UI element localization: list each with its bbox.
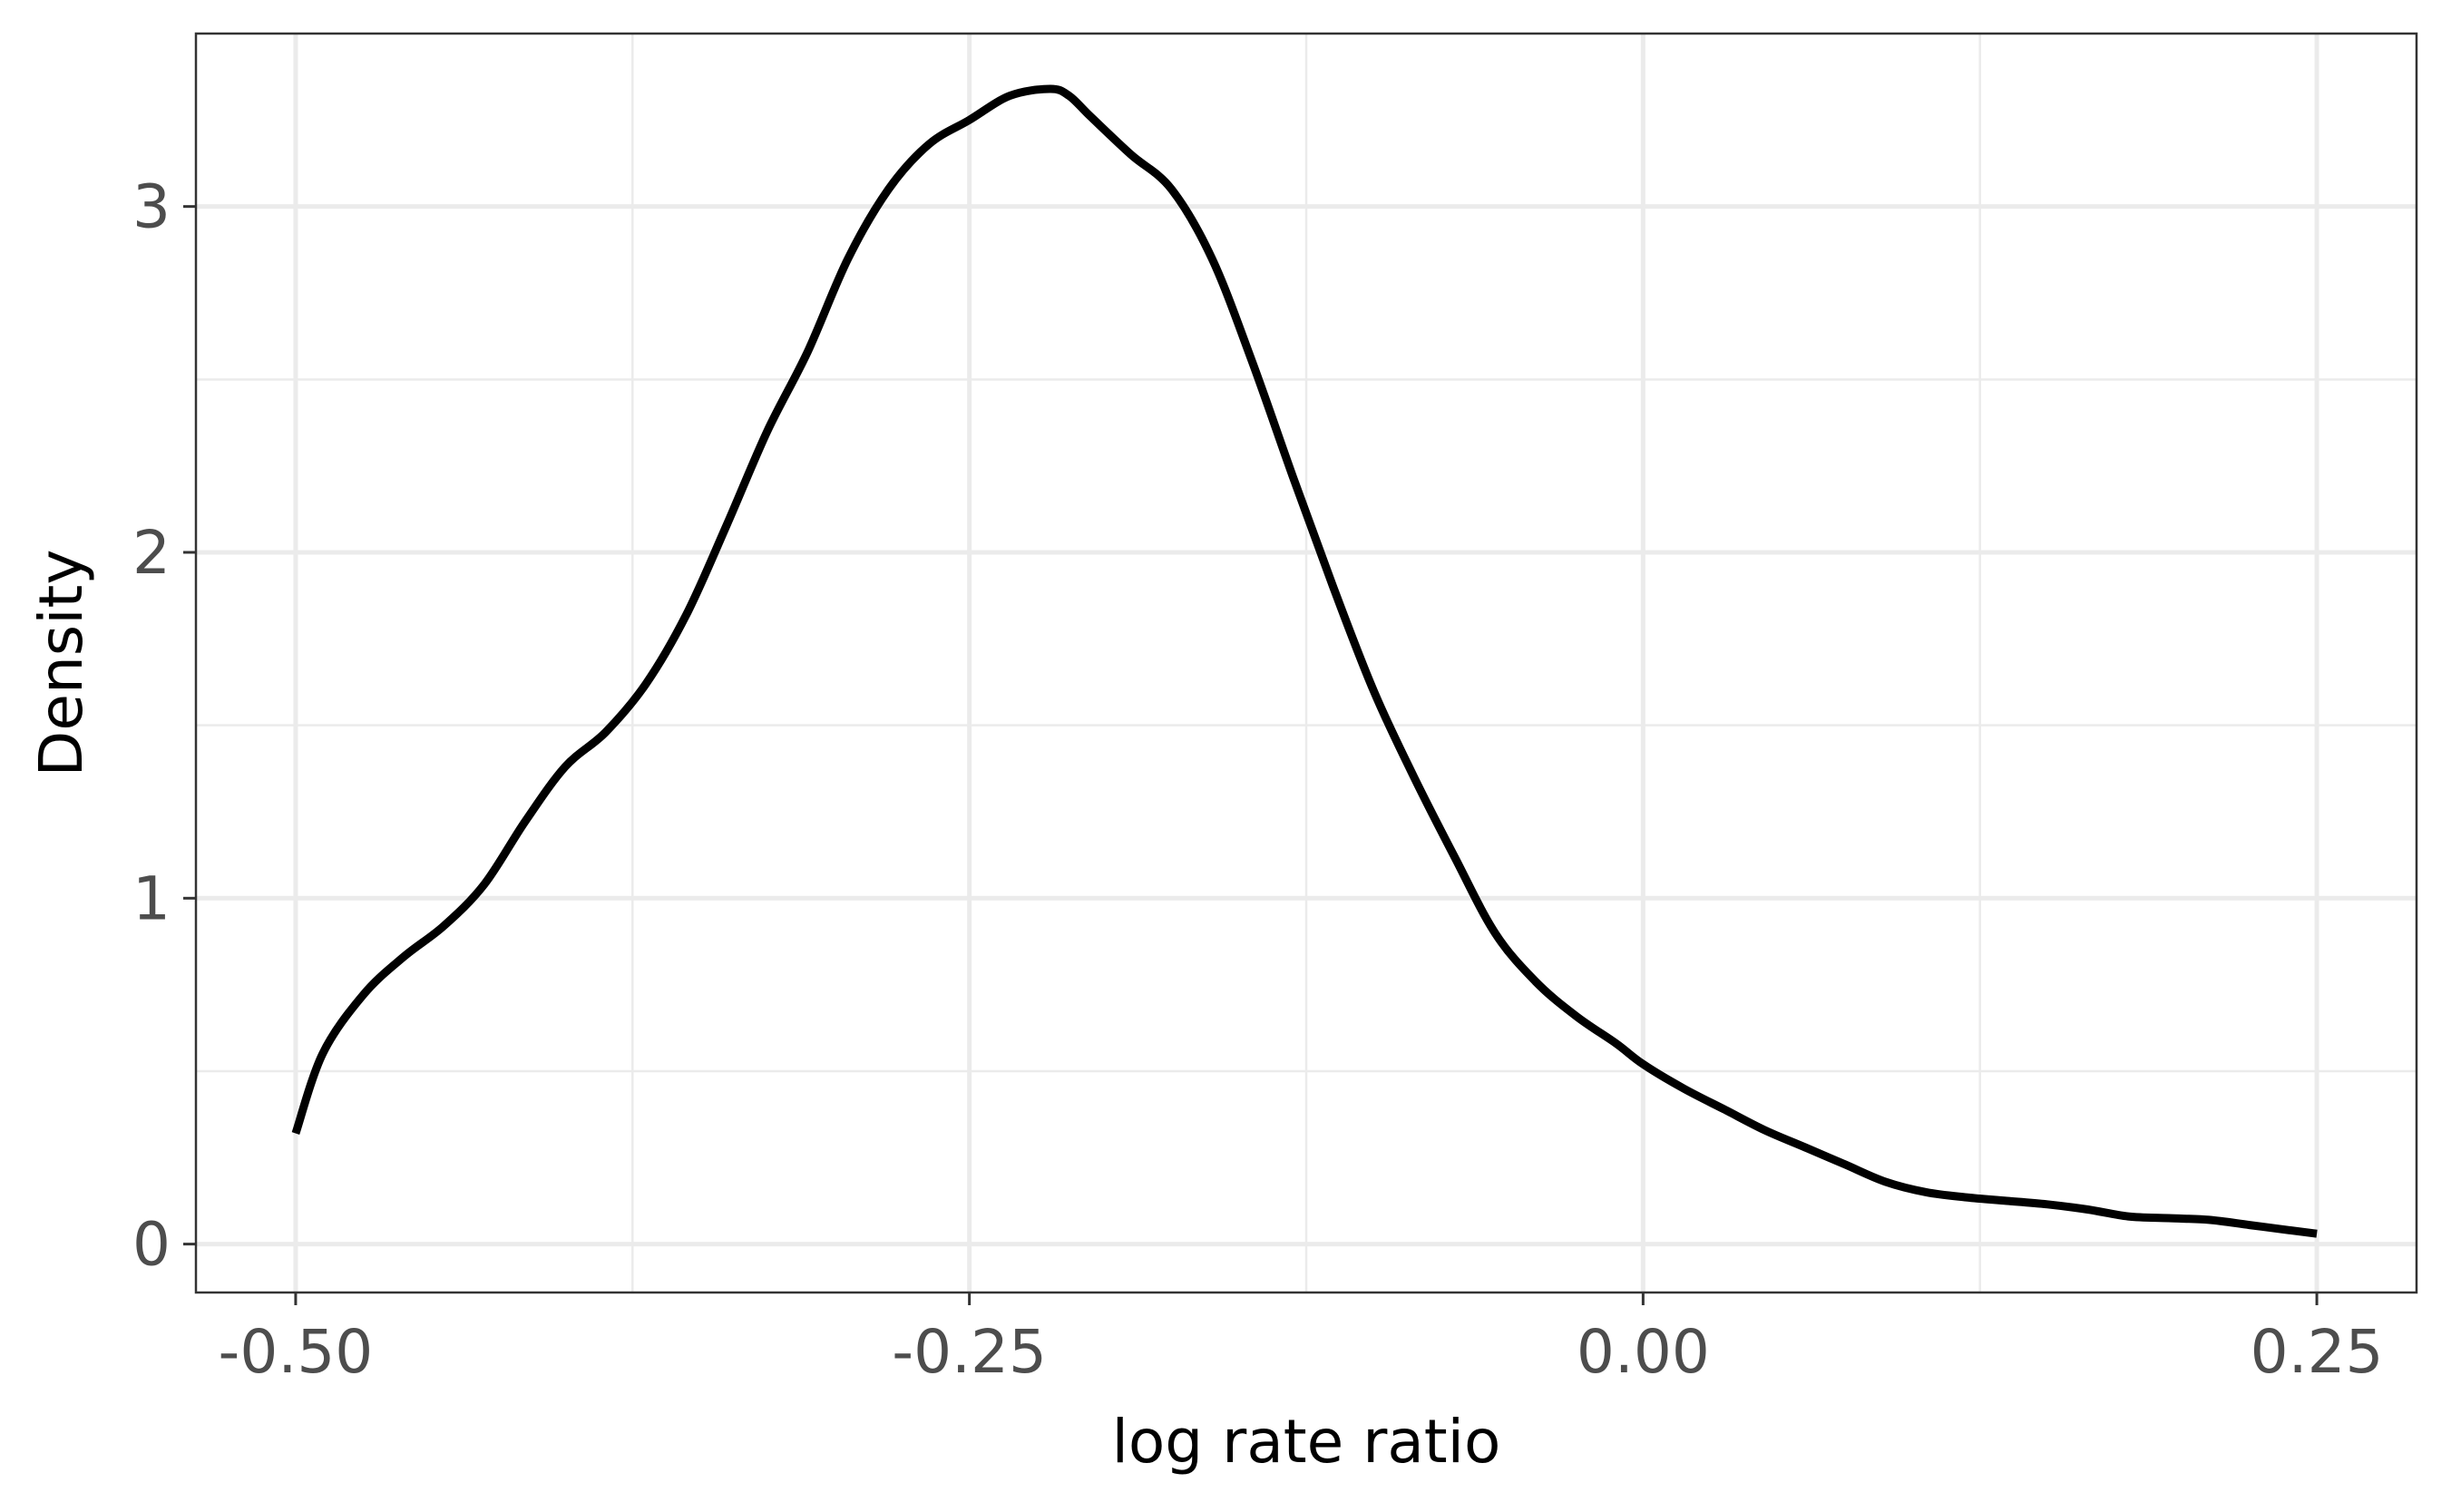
x-tick-label: -0.25 xyxy=(892,1317,1047,1387)
y-tick-label: 3 xyxy=(132,172,171,242)
x-axis: -0.50 -0.25 0.00 0.25 xyxy=(219,1293,2384,1387)
panel-border xyxy=(194,32,2418,1294)
y-tick-label: 2 xyxy=(132,518,171,588)
x-axis-title: log rate ratio xyxy=(1112,1407,1501,1477)
major-gridlines xyxy=(196,34,2417,1293)
density-curve xyxy=(291,84,2318,1238)
minor-gridlines xyxy=(196,34,2417,1293)
x-tick-label: 0.25 xyxy=(2251,1317,2384,1387)
y-axis-title: Density xyxy=(26,550,96,777)
y-axis: 0 1 2 3 xyxy=(132,172,196,1280)
y-tick-label: 0 xyxy=(132,1210,171,1280)
x-tick-label: -0.50 xyxy=(219,1317,374,1387)
y-tick-label: 1 xyxy=(132,863,171,933)
x-tick-label: 0.00 xyxy=(1577,1317,1710,1387)
